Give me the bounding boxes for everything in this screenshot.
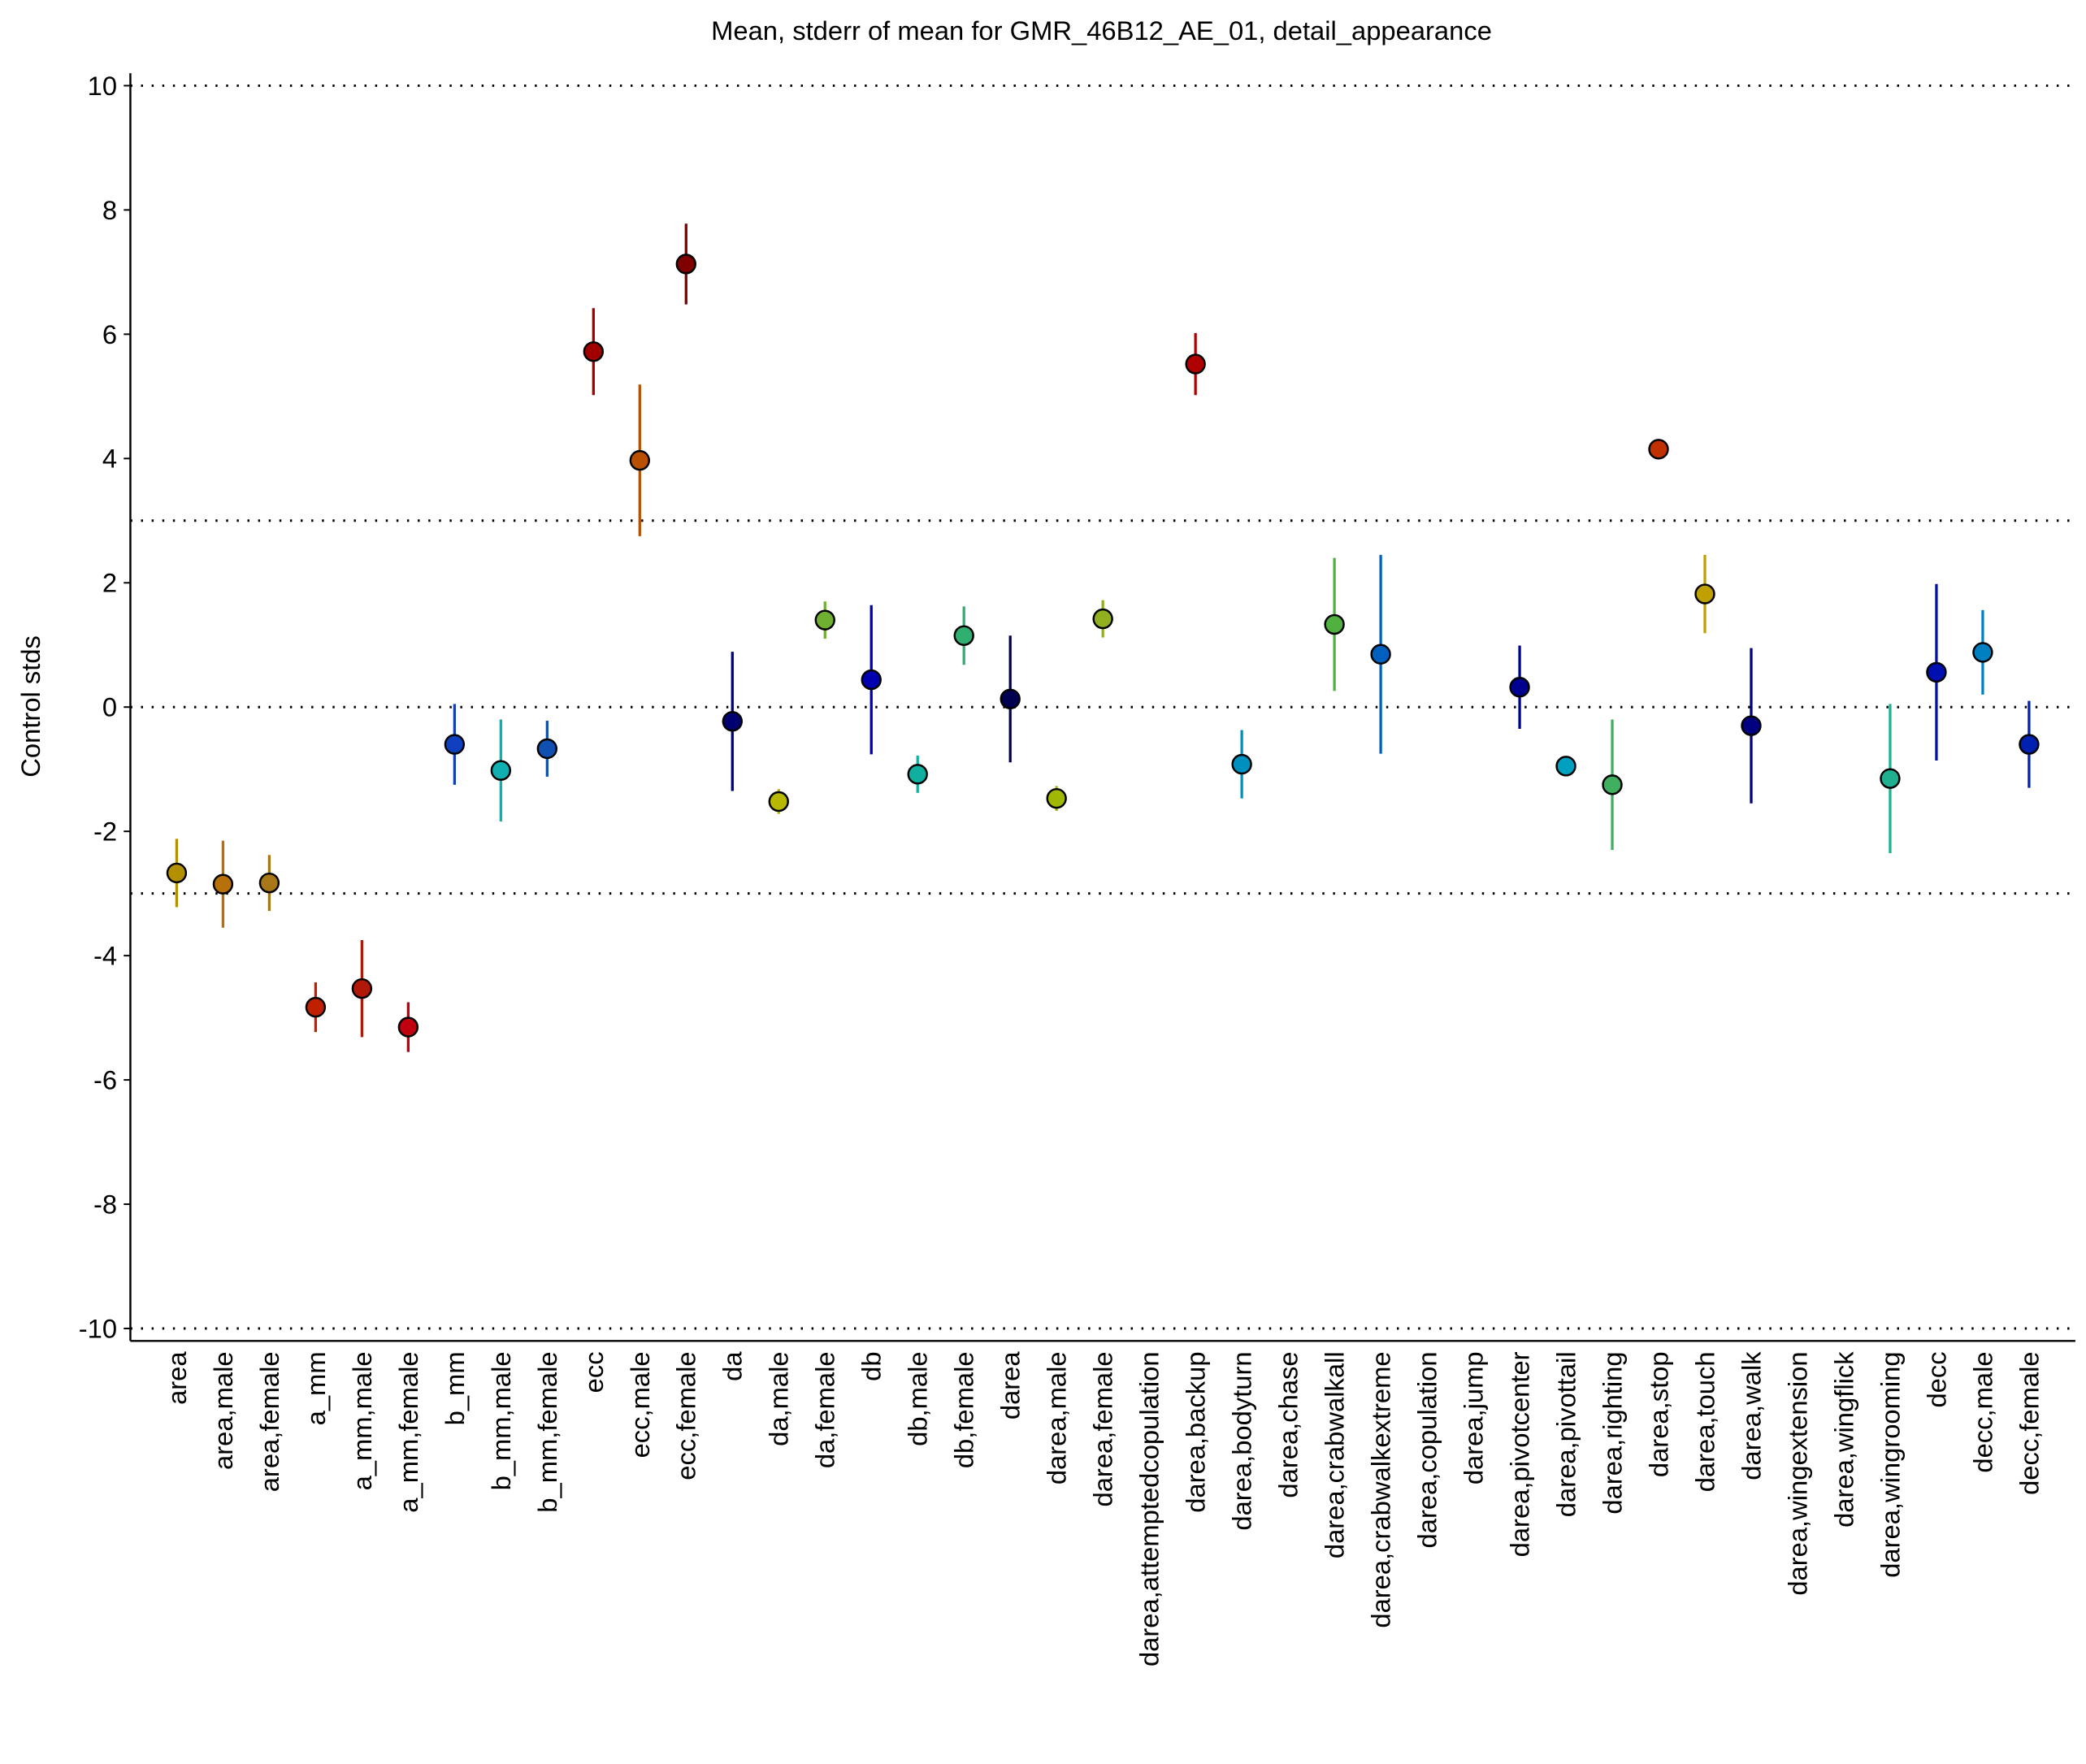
x-tick-label: darea,wingextension (1782, 1351, 1812, 1595)
x-tick-label: area,female (254, 1351, 284, 1492)
mean-marker (444, 734, 466, 755)
mean-marker (490, 760, 512, 781)
x-tick-label: db (857, 1351, 887, 1380)
mean-marker (1324, 613, 1345, 635)
mean-marker (1972, 642, 1993, 663)
y-tick-label: -6 (93, 1065, 117, 1095)
mean-marker (814, 609, 835, 631)
mean-marker (1926, 661, 1947, 683)
mean-marker (536, 738, 558, 760)
mean-marker (1509, 677, 1530, 698)
chart-title: Mean, stderr of mean for GMR_46B12_AE_01… (711, 15, 1492, 46)
y-tick-label: 4 (102, 444, 117, 474)
x-tick-label: darea,pivotcenter (1505, 1351, 1535, 1557)
mean-marker (861, 669, 882, 691)
y-tick-label: -8 (93, 1190, 117, 1220)
mean-marker (1694, 583, 1715, 605)
x-tick-label: a_mm (301, 1351, 331, 1425)
x-tick-label: darea,jump (1459, 1351, 1489, 1484)
x-tick-label: darea,wingrooming (1875, 1351, 1905, 1577)
x-tick-label: darea,backup (1181, 1351, 1211, 1512)
x-tick-label: darea,attemptedcopulation (1134, 1351, 1164, 1666)
y-tick-label: 0 (102, 692, 117, 722)
x-tick-label: a_mm,male (347, 1351, 377, 1490)
mean-marker (907, 764, 928, 785)
x-tick-label: darea,walk (1736, 1351, 1766, 1480)
x-tick-label: darea,stop (1643, 1351, 1673, 1477)
mean-marker (675, 254, 696, 275)
y-tick-label: 6 (102, 319, 117, 349)
y-tick-label: 2 (102, 568, 117, 598)
y-tick-label: -2 (93, 817, 117, 847)
mean-marker (305, 996, 327, 1018)
mean-marker (1092, 608, 1113, 630)
x-tick-label: area,male (208, 1351, 238, 1470)
y-tick-label: 10 (88, 71, 117, 101)
x-tick-label: darea,female (1088, 1351, 1118, 1506)
mean-marker (583, 341, 604, 362)
x-tick-label: area (162, 1351, 192, 1405)
x-tick-label: ecc (579, 1351, 609, 1393)
x-tick-label: decc (1921, 1351, 1951, 1407)
x-tick-label: darea,crabwalkextreme (1366, 1351, 1396, 1627)
x-tick-label: b_mm,male (486, 1351, 516, 1490)
mean-marker (2019, 734, 2040, 755)
x-tick-label: ecc,male (625, 1351, 655, 1458)
x-tick-label: b_mm (440, 1351, 470, 1425)
mean-marker (351, 977, 373, 999)
x-tick-label: db,female (949, 1351, 979, 1468)
x-tick-label: darea,bodyturn (1227, 1351, 1257, 1530)
x-tick-label: darea,copulation (1412, 1351, 1442, 1548)
x-tick-label: da,female (810, 1351, 840, 1468)
x-tick-label: darea,chase (1273, 1351, 1303, 1497)
x-tick-label: da,male (764, 1351, 794, 1445)
mean-marker (1741, 715, 1762, 736)
mean-marker (1370, 644, 1391, 665)
x-tick-label: decc,female (2014, 1351, 2044, 1494)
x-tick-label: darea,pivottail (1551, 1351, 1581, 1517)
mean-marker (1046, 787, 1067, 809)
mean-marker (397, 1016, 419, 1038)
mean-marker (629, 449, 650, 471)
x-tick-label: a_mm,female (393, 1351, 423, 1512)
x-tick-label: darea,crabwalkall (1320, 1351, 1350, 1558)
y-tick-label: 8 (102, 195, 117, 225)
x-tick-label: darea,righting (1597, 1351, 1627, 1514)
mean-marker (1880, 768, 1901, 789)
x-tick-label: b_mm,female (532, 1351, 562, 1512)
mean-marker (258, 872, 280, 894)
x-tick-label: darea,wingflick (1828, 1351, 1858, 1528)
x-tick-label: da (718, 1351, 748, 1381)
y-tick-label: -10 (79, 1313, 117, 1343)
mean-marker (1231, 753, 1252, 775)
mean-marker (1648, 439, 1669, 460)
mean-marker (1000, 688, 1021, 709)
x-tick-label: db,male (903, 1351, 933, 1445)
y-tick-label: -4 (93, 941, 117, 971)
mean-marker (722, 711, 743, 732)
mean-marker (166, 862, 188, 884)
x-tick-label: darea,male (1042, 1351, 1072, 1484)
x-tick-label: ecc,female (671, 1351, 701, 1480)
mean-marker (212, 873, 234, 895)
x-tick-label: decc,male (1967, 1351, 1997, 1472)
mean-marker (953, 625, 974, 646)
mean-marker (1185, 353, 1206, 375)
y-axis-label: Control stds (15, 635, 46, 778)
mean-marker (768, 791, 789, 813)
x-tick-label: darea (995, 1351, 1026, 1420)
mean-marker (1602, 774, 1623, 795)
mean-marker (1555, 756, 1576, 777)
x-tick-label: darea,touch (1689, 1351, 1720, 1492)
